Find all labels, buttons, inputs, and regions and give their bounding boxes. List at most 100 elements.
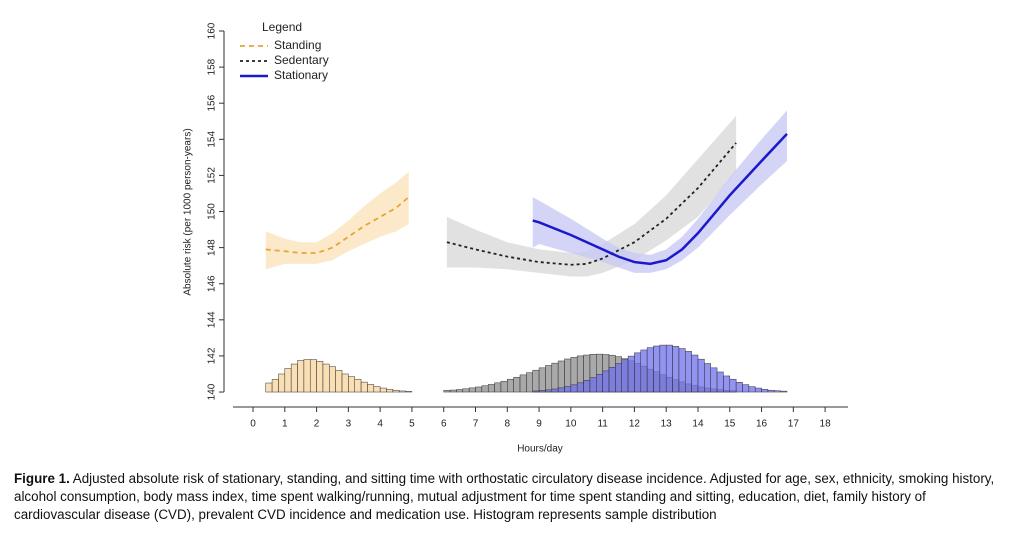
histogram-bar xyxy=(659,344,667,393)
histogram-bar xyxy=(303,359,311,393)
histogram-bar xyxy=(596,374,603,393)
histogram-bar xyxy=(742,384,750,393)
histogram-bar xyxy=(723,375,731,393)
histogram-bar xyxy=(290,363,298,393)
caption: Figure 1. Adjusted absolute risk of stat… xyxy=(14,470,1014,524)
x-tick-label: 10 xyxy=(565,419,577,430)
histogram-bar xyxy=(284,368,292,393)
y-tick-label: 150 xyxy=(207,203,218,220)
histogram-bar xyxy=(468,387,476,393)
histogram-bar xyxy=(748,386,756,393)
y-tick-label: 154 xyxy=(207,131,218,148)
histogram-bar xyxy=(697,358,705,393)
histogram-bar xyxy=(557,387,565,393)
x-tick-label: 0 xyxy=(250,419,256,430)
x-tick-label: 7 xyxy=(473,419,479,430)
histogram-bar xyxy=(526,372,533,393)
histogram-bar xyxy=(678,348,686,393)
histogram-bar xyxy=(322,363,330,393)
x-tick-label: 13 xyxy=(661,419,673,430)
histogram-bar xyxy=(646,347,654,393)
legend-title: Legend xyxy=(262,20,302,34)
x-tick-label: 12 xyxy=(629,419,641,430)
y-tick-label: 158 xyxy=(207,58,218,75)
caption-label: Figure 1. xyxy=(14,471,70,486)
x-tick-label: 5 xyxy=(409,419,415,430)
histogram-bar xyxy=(551,388,559,393)
x-tick-label: 2 xyxy=(314,419,320,430)
histogram-bar xyxy=(373,386,381,393)
legend-label: Stationary xyxy=(274,68,328,82)
histogram-bar xyxy=(500,380,508,393)
x-tick-label: 4 xyxy=(377,419,383,430)
histogram-bar xyxy=(545,389,553,393)
histogram-bar xyxy=(627,355,635,393)
histogram-bar xyxy=(672,346,680,393)
histogram-bar xyxy=(653,345,661,393)
histogram-bar xyxy=(278,373,286,393)
histogram-bar xyxy=(557,360,565,393)
x-tick-label: 3 xyxy=(346,419,352,430)
x-axis-label: Hours/day xyxy=(517,444,563,455)
y-tick-label: 142 xyxy=(207,347,218,364)
histogram-bar xyxy=(398,390,406,393)
histogram-bar xyxy=(341,373,349,393)
caption-text: Adjusted absolute risk of stationary, st… xyxy=(14,471,995,522)
histogram-bar xyxy=(767,389,775,393)
confidence-band xyxy=(532,110,787,273)
histogram-bar xyxy=(481,385,489,393)
confidence-band xyxy=(265,171,409,270)
histogram-bar xyxy=(780,390,788,393)
x-tick-label: 6 xyxy=(441,419,447,430)
histogram-bar xyxy=(449,389,457,393)
histogram-bar xyxy=(462,388,470,393)
histogram-bar xyxy=(386,389,394,393)
histogram-bar xyxy=(685,351,692,393)
histogram-bar xyxy=(494,382,502,393)
histogram-bar xyxy=(570,384,578,393)
histogram-bar xyxy=(551,362,559,393)
histogram-bar xyxy=(348,376,355,393)
histogram-bar xyxy=(634,352,642,393)
histogram-bar xyxy=(583,380,591,393)
histogram-bar xyxy=(564,386,572,393)
histogram-bar xyxy=(335,370,343,393)
x-tick-label: 16 xyxy=(756,419,768,430)
histogram-bar xyxy=(379,387,387,393)
histogram-bar xyxy=(691,354,699,393)
histogram-bar xyxy=(475,386,483,393)
y-axis-label: Absolute risk (per 1000 person-years) xyxy=(183,128,194,295)
histogram-bar xyxy=(329,366,336,393)
histogram-bar xyxy=(710,367,718,393)
histogram-bar xyxy=(621,359,629,393)
y-tick-label: 148 xyxy=(207,239,218,256)
histogram-bar xyxy=(316,361,324,393)
histogram-bar xyxy=(761,389,769,393)
histogram-bar xyxy=(615,363,622,393)
x-tick-label: 9 xyxy=(536,419,542,430)
histogram-bar xyxy=(602,370,610,393)
y-tick-label: 146 xyxy=(207,275,218,292)
line xyxy=(446,142,737,266)
histogram-bar xyxy=(729,378,737,393)
histogram-bar xyxy=(456,389,464,393)
histogram-bar xyxy=(754,387,762,393)
histogram-bar xyxy=(545,365,553,393)
chart: Absolute risk (per 1000 person-years) Ho… xyxy=(183,20,848,455)
histogram-bar xyxy=(405,391,413,393)
histogram-bar xyxy=(297,360,305,393)
histogram-bar xyxy=(367,384,375,393)
x-tick-label: 1 xyxy=(282,419,288,430)
histogram-bar xyxy=(309,359,317,393)
histogram-bar xyxy=(443,390,451,393)
histogram-bar xyxy=(735,382,743,393)
histogram-bar xyxy=(532,369,540,393)
histogram-bar xyxy=(538,367,546,393)
histogram-bar xyxy=(576,382,584,393)
histogram-bar xyxy=(519,374,527,393)
histogram-bar xyxy=(354,379,362,393)
histogram-bar xyxy=(589,377,597,393)
y-tick-label: 152 xyxy=(207,167,218,184)
histogram-bar xyxy=(608,367,616,393)
